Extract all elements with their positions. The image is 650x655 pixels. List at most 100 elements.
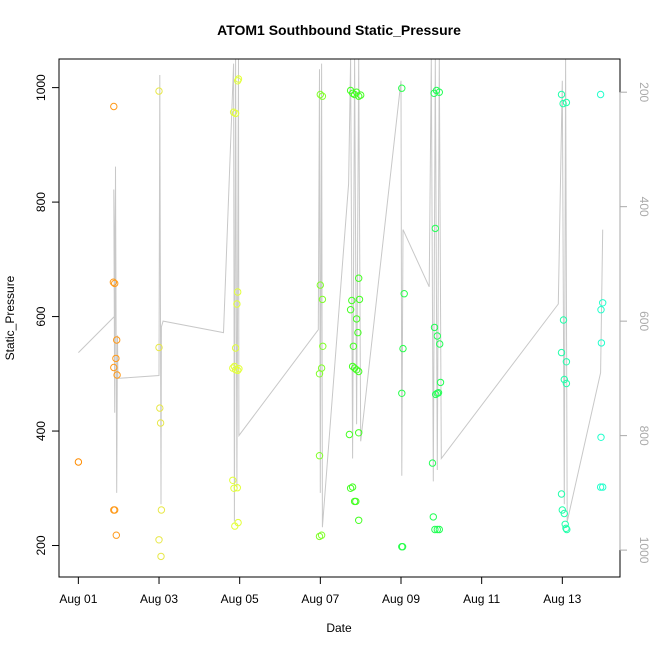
data-point-109 — [597, 433, 605, 441]
data-point-106 — [599, 299, 607, 307]
x-tick-label-5: Aug 11 — [463, 592, 500, 606]
data-point-110 — [596, 483, 605, 491]
data-point-97 — [560, 375, 568, 384]
y-tick-label-1: 400 — [34, 421, 48, 441]
x-axis-label: Date — [326, 621, 352, 635]
data-point-93 — [562, 98, 571, 107]
data-point-38 — [318, 295, 327, 304]
data-point-7 — [113, 371, 121, 379]
data-point-79 — [430, 323, 439, 332]
y-tick-label-4: 1000 — [34, 74, 48, 101]
data-point-15 — [157, 506, 166, 514]
data-point-88 — [431, 525, 439, 534]
x-tick-label-2: Aug 05 — [221, 592, 259, 606]
data-point-29 — [235, 365, 243, 373]
data-point-13 — [156, 404, 164, 412]
data-point-4 — [113, 336, 121, 344]
data-point-92 — [559, 99, 567, 108]
data-point-44 — [317, 531, 326, 539]
data-point-19 — [231, 109, 240, 118]
x-tick-label-4: Aug 09 — [382, 592, 420, 606]
data-point-102 — [561, 520, 569, 528]
data-point-98 — [562, 379, 571, 388]
y2-tick-label-3: 800 — [637, 426, 650, 446]
data-point-99 — [557, 490, 566, 498]
x-axis: Aug 01 Aug 03 Aug 05 Aug 07 Aug 09 Aug 11 Aug … — [59, 576, 582, 606]
data-point-61 — [355, 367, 363, 376]
data-point-89 — [433, 525, 441, 534]
data-point-36 — [318, 92, 327, 100]
y2-axis: 200 400 600 800 1000 — [619, 82, 650, 564]
data-point-111 — [599, 483, 607, 491]
data-point-42 — [315, 452, 324, 460]
data-point-32 — [233, 484, 242, 492]
data-point-81 — [436, 340, 444, 348]
data-point-69 — [398, 84, 406, 92]
data-point-63 — [355, 429, 363, 437]
data-point-10 — [112, 531, 121, 539]
data-point-54 — [346, 306, 355, 314]
data-point-35 — [316, 90, 324, 99]
data-point-100 — [558, 506, 566, 514]
data-point-22 — [234, 288, 242, 296]
data-point-17 — [157, 552, 165, 561]
data-point-50 — [357, 91, 365, 99]
data-point-67 — [352, 497, 360, 506]
data-point-31 — [230, 484, 238, 492]
data-point-70 — [400, 290, 408, 298]
points-layer — [74, 75, 607, 561]
data-point-39 — [319, 342, 327, 350]
data-point-30 — [229, 476, 237, 484]
data-point-65 — [348, 483, 357, 491]
data-point-3 — [111, 279, 119, 288]
data-point-5 — [112, 354, 120, 363]
data-point-94 — [559, 316, 568, 324]
data-point-28 — [234, 366, 242, 375]
data-point-12 — [155, 343, 163, 352]
data-point-56 — [354, 328, 362, 337]
data-point-87 — [429, 513, 437, 521]
data-point-53 — [355, 295, 364, 304]
data-point-21 — [234, 75, 243, 83]
y2-tick-label-0: 200 — [637, 82, 650, 102]
data-point-41 — [315, 370, 324, 378]
y2-tick-label-1: 400 — [637, 197, 650, 217]
data-point-64 — [346, 484, 355, 492]
y-tick-label-0: 200 — [34, 535, 48, 555]
data-point-11 — [155, 87, 163, 95]
data-point-72 — [398, 389, 406, 397]
y2-tick-label-2: 600 — [637, 311, 650, 331]
data-point-2 — [109, 278, 118, 286]
data-point-77 — [435, 88, 443, 96]
data-point-90 — [435, 525, 443, 534]
data-point-82 — [436, 378, 445, 387]
data-point-103 — [562, 524, 570, 532]
data-point-6 — [110, 363, 118, 372]
x-tick-label-3: Aug 07 — [301, 592, 339, 606]
data-point-37 — [316, 281, 324, 289]
data-point-23 — [233, 300, 241, 308]
data-point-71 — [399, 344, 407, 353]
data-point-108 — [597, 339, 606, 347]
data-point-55 — [352, 315, 361, 323]
data-point-91 — [557, 90, 566, 99]
chart-title: ATOM1 Southbound Static_Pressure — [217, 22, 461, 38]
data-point-9 — [111, 506, 119, 514]
y-tick-label-3: 800 — [34, 192, 48, 212]
data-point-0 — [74, 458, 83, 466]
data-point-104 — [563, 525, 571, 534]
data-point-1 — [110, 102, 118, 111]
y-axis: 200 400 600 800 1000 — [34, 74, 60, 556]
data-point-62 — [345, 430, 354, 439]
data-point-101 — [560, 509, 568, 518]
y-tick-label-2: 600 — [34, 306, 48, 326]
data-point-78 — [431, 224, 439, 233]
data-point-96 — [562, 358, 571, 366]
data-point-18 — [229, 108, 238, 116]
data-point-86 — [428, 459, 437, 467]
data-point-107 — [597, 306, 605, 314]
data-point-85 — [434, 389, 443, 397]
x-tick-label-1: Aug 03 — [140, 592, 178, 606]
